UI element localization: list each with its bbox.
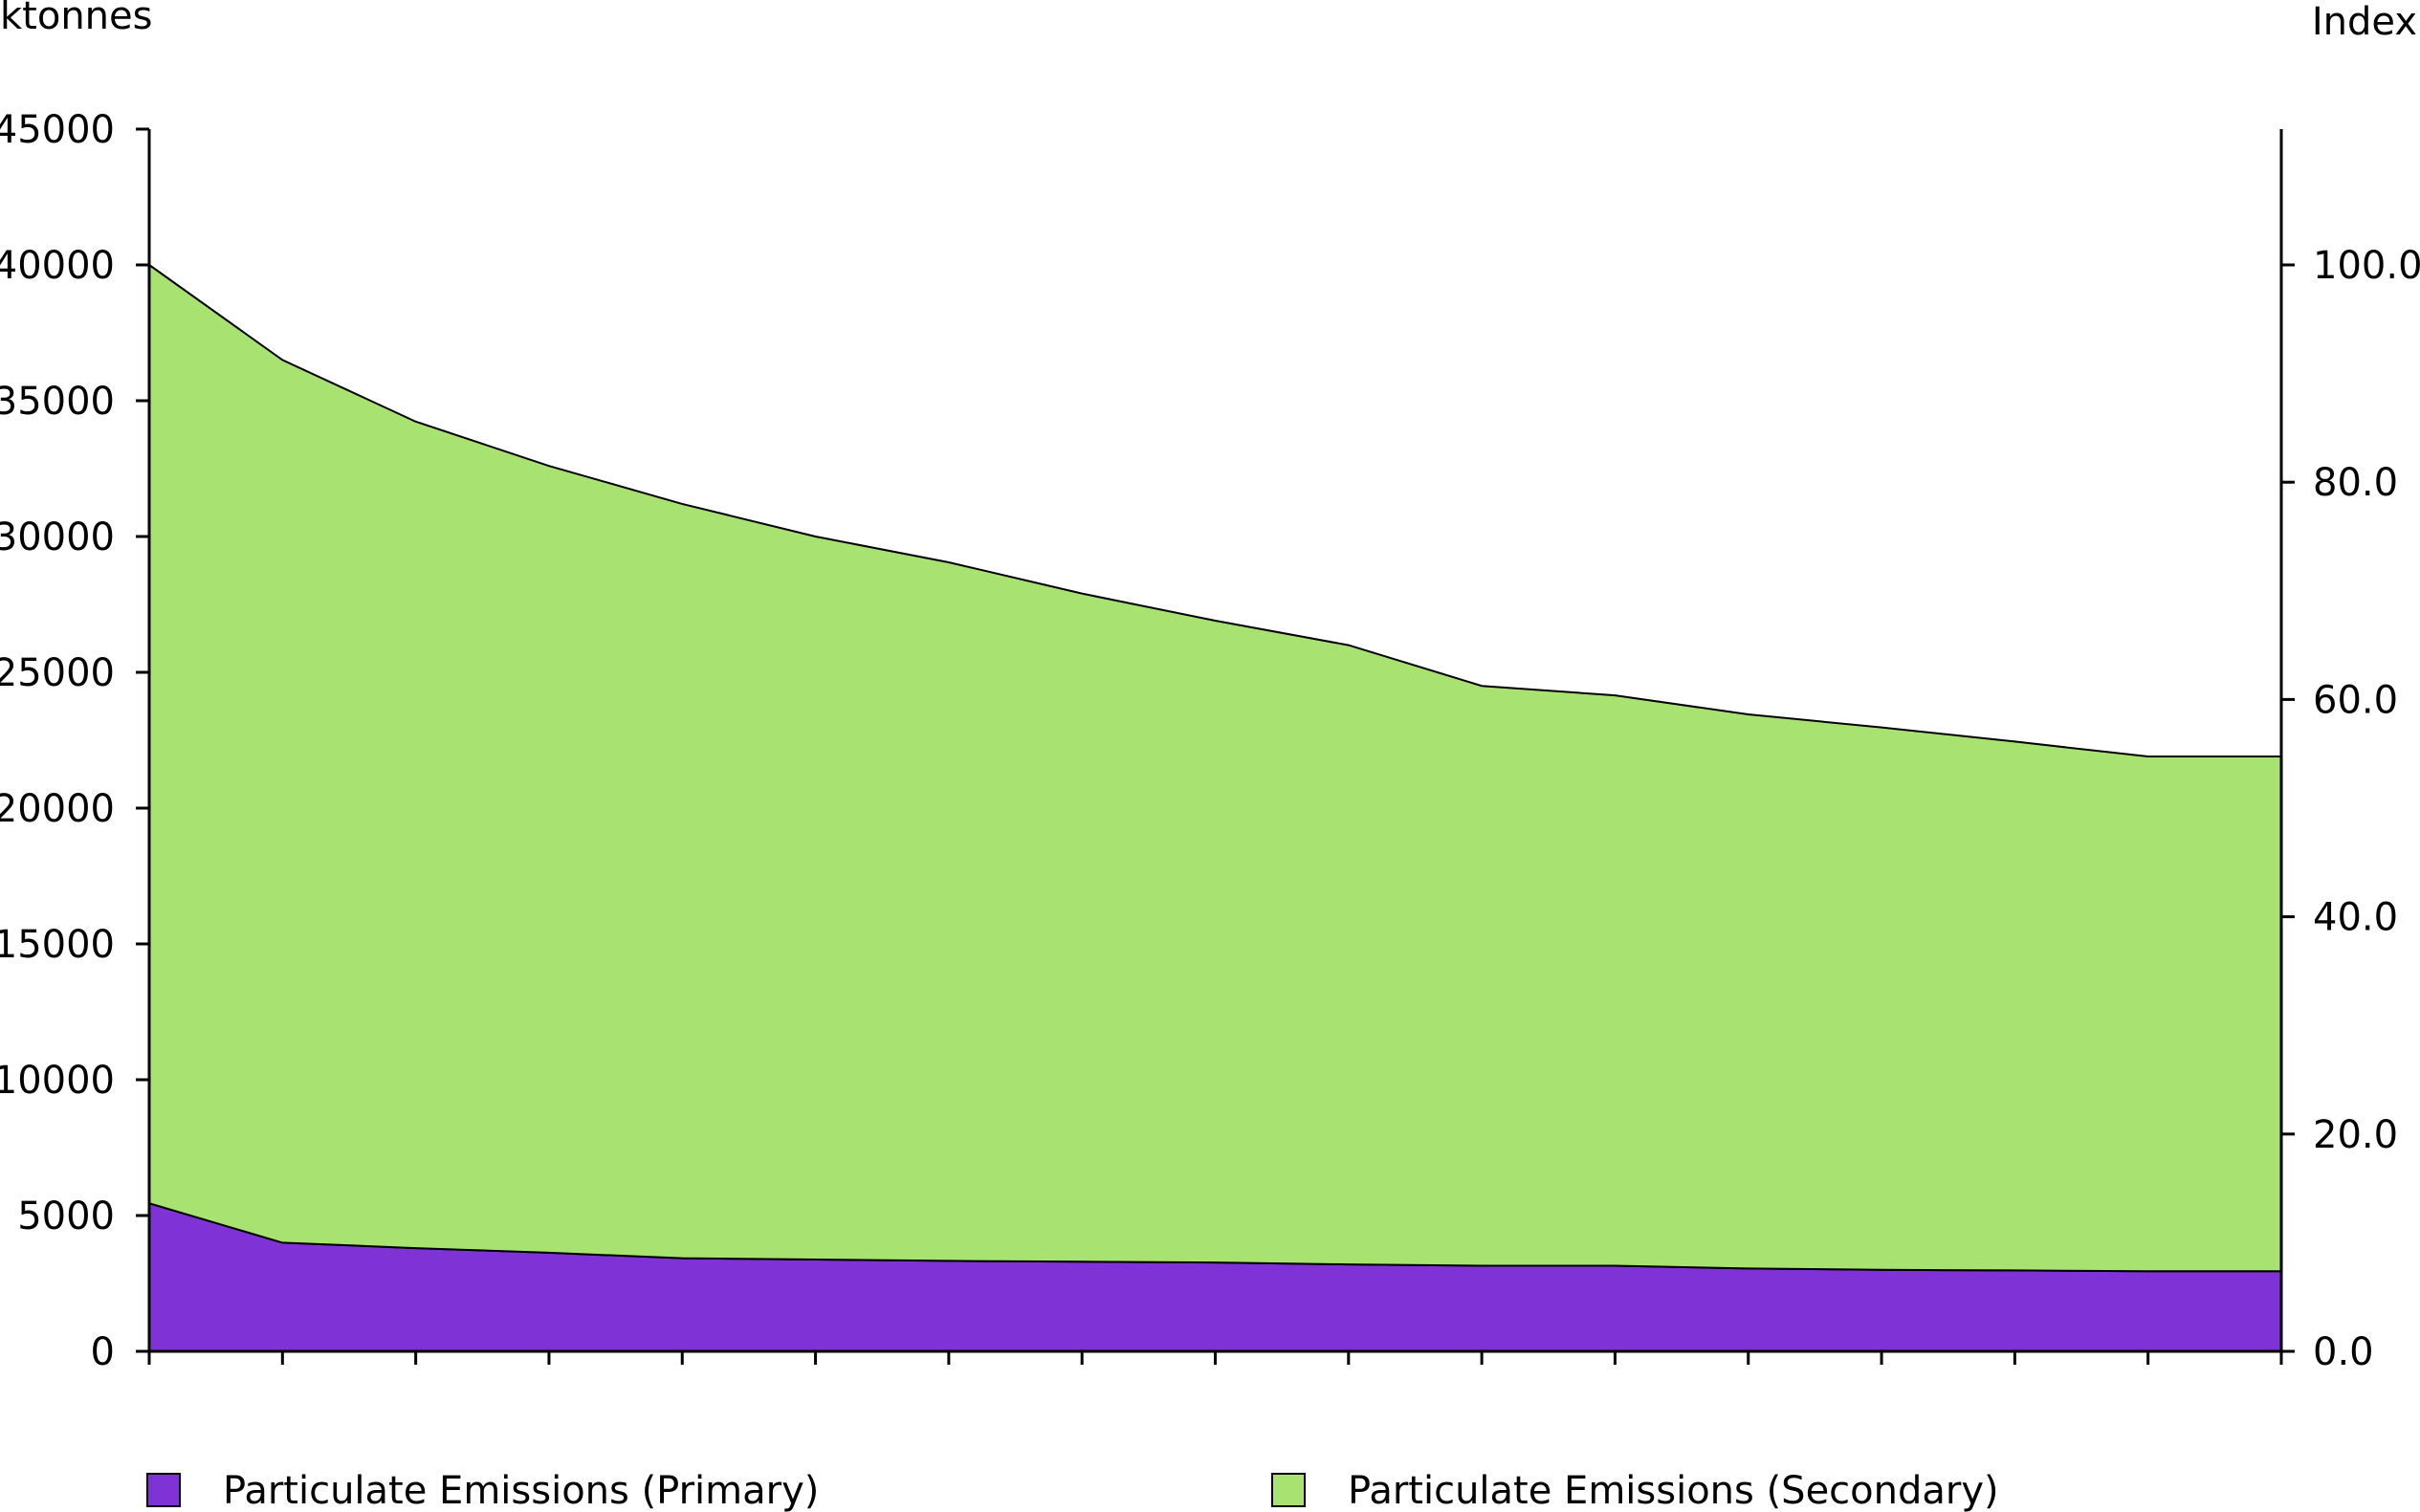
legend-label-1: Particulate Emissions (Primary) xyxy=(223,1469,819,1512)
legend: Particulate Emissions (Primary) Particula… xyxy=(146,1469,1999,1512)
left-y-tick-label: 20000 xyxy=(0,787,115,831)
right-y-tick-label: 0.0 xyxy=(2313,1330,2374,1374)
right-y-tick-label: 80.0 xyxy=(2313,461,2398,505)
axes-group: 0 5000 10000 15000 20000 25000 30000 35000 40000… xyxy=(0,108,2420,1374)
left-axis-title: ktonnes xyxy=(0,0,152,38)
legend-swatch-1 xyxy=(146,1473,181,1507)
right-y-tick-label: 20.0 xyxy=(2313,1113,2398,1157)
left-y-tick-label: 10000 xyxy=(0,1059,115,1103)
right-axis-title: Index xyxy=(2312,0,2417,44)
area-series-group xyxy=(148,263,2282,1352)
legend-swatch-2 xyxy=(1271,1473,1306,1507)
left-y-tick-label: 0 xyxy=(91,1330,115,1374)
left-y-tick-label: 40000 xyxy=(0,244,115,288)
left-y-tick-label: 35000 xyxy=(0,380,115,424)
left-y-tick-label: 5000 xyxy=(17,1194,115,1238)
legend-label-2: Particulate Emissions (Secondary) xyxy=(1348,1469,1999,1512)
right-y-tick-label: 60.0 xyxy=(2313,678,2398,722)
left-y-tick-label: 25000 xyxy=(0,651,115,695)
area-series-2 xyxy=(148,263,2282,1273)
left-y-tick-label: 15000 xyxy=(0,923,115,967)
right-y-tick-label: 100.0 xyxy=(2313,244,2420,288)
left-y-tick-label: 45000 xyxy=(0,108,115,152)
left-y-tick-label: 30000 xyxy=(0,515,115,559)
right-y-tick-label: 40.0 xyxy=(2313,896,2398,940)
